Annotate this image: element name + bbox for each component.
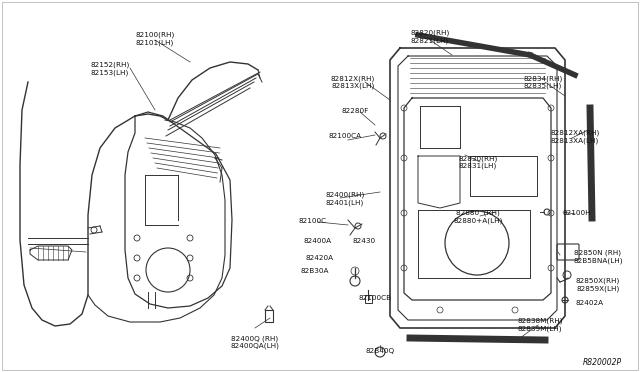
Text: 82B30A: 82B30A [301, 268, 329, 274]
Text: 82B40Q: 82B40Q [365, 348, 395, 354]
Text: 82812X(RH)
82813X(LH): 82812X(RH) 82813X(LH) [331, 75, 375, 89]
Text: 82402A: 82402A [576, 300, 604, 306]
Text: 82100CB: 82100CB [358, 295, 392, 301]
Text: 82280F: 82280F [341, 108, 369, 114]
Text: R820002P: R820002P [583, 358, 622, 367]
Text: 82152(RH)
82153(LH): 82152(RH) 82153(LH) [90, 62, 130, 76]
Text: 82430: 82430 [353, 238, 376, 244]
Text: 82830(RH)
82831(LH): 82830(RH) 82831(LH) [458, 155, 498, 169]
Text: 82850N (RH)
82B5BNA(LH): 82850N (RH) 82B5BNA(LH) [573, 250, 623, 264]
Text: 82838M(RH)
82839M(LH): 82838M(RH) 82839M(LH) [517, 318, 563, 332]
Text: 82820(RH)
82821(LH): 82820(RH) 82821(LH) [410, 30, 450, 44]
Text: 82812XA(RH)
82813XA(LH): 82812XA(RH) 82813XA(LH) [550, 130, 600, 144]
Text: 82850X(RH)
82859X(LH): 82850X(RH) 82859X(LH) [576, 278, 620, 292]
Bar [265, 310, 273, 322]
Text: 82834(RH)
82835(LH): 82834(RH) 82835(LH) [524, 75, 563, 89]
Text: 82400(RH)
82401(LH): 82400(RH) 82401(LH) [325, 192, 365, 206]
Text: 82100C: 82100C [299, 218, 327, 224]
Text: 82100(RH)
82101(LH): 82100(RH) 82101(LH) [136, 32, 175, 46]
Text: 82400A: 82400A [304, 238, 332, 244]
Text: 82100CA: 82100CA [328, 133, 362, 139]
Bar [365, 295, 372, 303]
Text: 82880  (RH)
82880+A(LH): 82880 (RH) 82880+A(LH) [453, 210, 502, 224]
Text: 82420A: 82420A [306, 255, 334, 261]
Text: 82400Q (RH)
82400QA(LH): 82400Q (RH) 82400QA(LH) [230, 335, 280, 349]
Text: 82100H: 82100H [563, 210, 591, 216]
